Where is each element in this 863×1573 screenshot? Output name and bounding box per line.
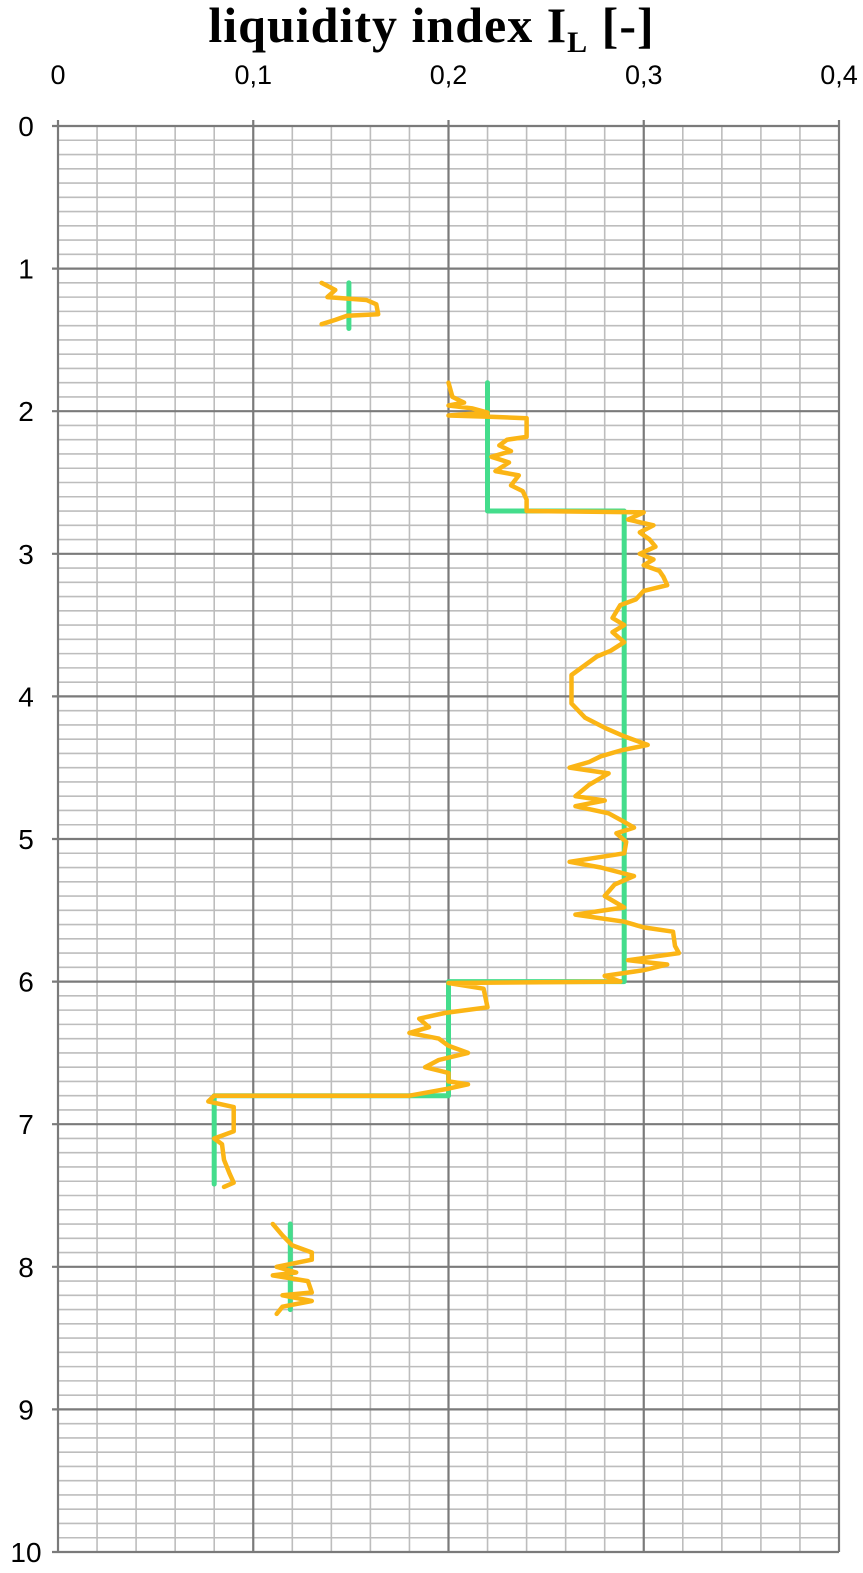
chart-title-suffix: [-] [588, 0, 655, 53]
y-tick-label: 7 [18, 1109, 34, 1140]
chart-title: liquidity index IL [-] [0, 0, 863, 60]
x-tick-label: 0,2 [430, 60, 468, 90]
y-tick-label: 6 [18, 967, 34, 998]
y-tick-label: 2 [18, 396, 34, 427]
y-tick-label: 9 [18, 1394, 34, 1425]
y-tick-label: 4 [18, 681, 34, 712]
series-line-measured [206, 380, 682, 1190]
x-tick-label: 0 [50, 60, 65, 90]
y-tick-label: 1 [18, 254, 34, 285]
x-tick-label: 0,4 [820, 60, 858, 90]
x-tick-label: 0,3 [625, 60, 663, 90]
y-tick-label: 10 [10, 1537, 41, 1568]
y-tick-label: 3 [18, 539, 34, 570]
series-line-measured [319, 280, 381, 327]
chart-title-main: liquidity index I [208, 0, 568, 53]
series-line-measured [270, 1221, 315, 1317]
x-tick-label: 0,1 [234, 60, 272, 90]
chart-title-subscript: L [567, 26, 589, 59]
y-tick-label: 0 [18, 111, 34, 142]
series-line-design [211, 380, 627, 1187]
y-tick-label: 5 [18, 824, 34, 855]
y-tick-label: 8 [18, 1252, 34, 1283]
